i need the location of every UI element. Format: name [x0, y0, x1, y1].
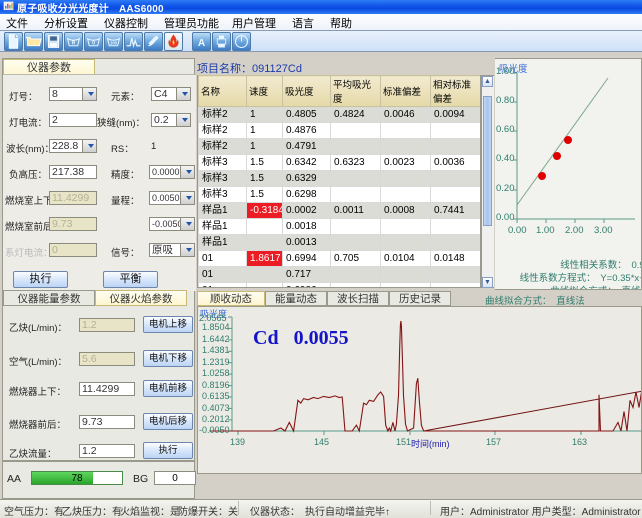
svg-text:R: R	[72, 40, 76, 46]
svg-text:0: 0	[92, 40, 95, 46]
svg-text:100: 100	[110, 40, 118, 45]
svg-text:A: A	[198, 38, 206, 49]
